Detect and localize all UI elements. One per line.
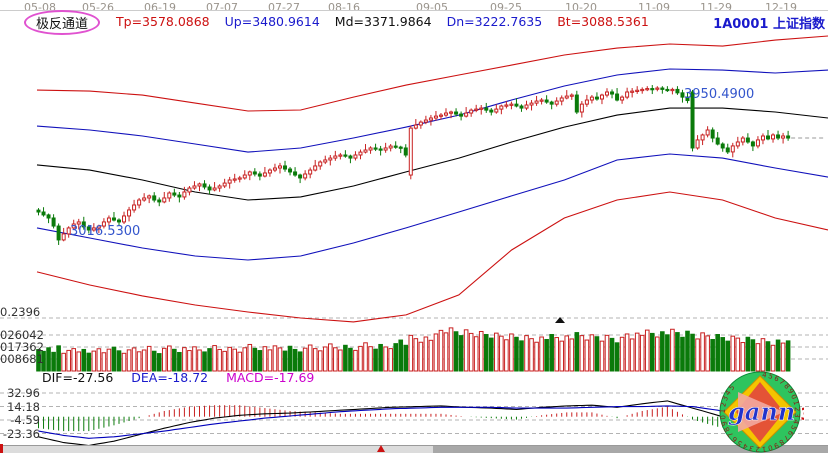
top-separator-line — [0, 10, 828, 11]
macd-value: DEA=-18.72 — [131, 370, 209, 385]
macd-header: DIF=-27.56 DEA=-18.72 MACD=-17.69 — [42, 370, 332, 385]
channel-name-label: 极反通道 — [36, 17, 89, 32]
volume-axis-label: 008681 — [0, 352, 44, 366]
symbol-label: 1A0001 上证指数 — [713, 13, 825, 32]
macd-axis-label: 32.96 — [7, 386, 40, 400]
logo-pink-triangle — [738, 392, 784, 432]
channel-value: Bt=3088.5361 — [557, 14, 649, 29]
channel-value: Up=3480.9614 — [224, 14, 320, 29]
scrollbar-thumb[interactable] — [433, 446, 828, 453]
macd-axis-label: -23.36 — [2, 427, 40, 441]
volume-axis-label: 0.2396 — [0, 305, 41, 319]
price-label-low: 3016.5300 — [70, 224, 141, 239]
macd-value: MACD=-17.69 — [226, 370, 315, 385]
gann360-logo: 45678901234567890123456789012345 gann 36… — [719, 371, 804, 453]
macd-axis-label: -4.59 — [10, 413, 40, 427]
volume-axis-label: 017362 — [0, 340, 44, 354]
macd-axis-label: 14.18 — [7, 400, 40, 414]
volume-axis-label: 026042 — [0, 328, 44, 342]
red-triangle-marker — [377, 445, 385, 452]
symbol-code: 1A0001 — [713, 17, 769, 32]
logo-text: gann 360 — [728, 397, 804, 426]
price-label-high: 3950.4900 — [684, 87, 755, 102]
channel-value: Tp=3578.0868 — [116, 14, 210, 29]
channel-name-ellipse: 极反通道 — [24, 10, 101, 35]
channel-value: Dn=3222.7635 — [446, 14, 543, 29]
macd-value: DIF=-27.56 — [42, 370, 114, 385]
symbol-name: 上证指数 — [772, 17, 825, 32]
channel-values-row: Tp=3578.0868 Up=3480.9614 Md=3371.9864 Dn=3… — [116, 14, 664, 29]
channel-value: Md=3371.9864 — [334, 14, 432, 29]
red-tick-marker — [0, 444, 3, 453]
horizontal-scrollbar[interactable] — [0, 445, 828, 453]
